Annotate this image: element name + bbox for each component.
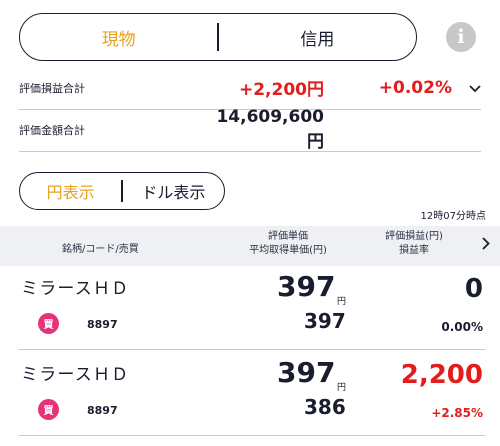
- header-price-line2: 平均取得単価(円): [249, 245, 327, 256]
- chevron-right-icon[interactable]: [482, 235, 490, 254]
- tab-dollar-display[interactable]: ドル表示: [141, 183, 206, 202]
- buy-badge: 買: [38, 313, 59, 334]
- profit-loss-rate: +2.85%: [431, 406, 483, 420]
- profit-loss-rate: 0.00%: [441, 320, 483, 334]
- currency-toggle: 円表示 ドル表示: [19, 172, 225, 210]
- chevron-down-icon[interactable]: [452, 78, 481, 97]
- market-total-value: 14,609,600円: [216, 107, 324, 152]
- table-row[interactable]: ミラースＨＤ 買 8897 397 円 397 0 0.00%: [19, 264, 485, 350]
- profit-loss: 0: [464, 274, 483, 304]
- pl-total-rate: +0.02%: [378, 77, 452, 98]
- issue-code: 8897: [87, 404, 118, 417]
- pl-total-value: +2,200円: [238, 80, 324, 100]
- info-icon[interactable]: i: [446, 22, 476, 52]
- header-price: 評価単価 平均取得単価(円): [238, 230, 338, 258]
- header-pl: 評価損益(円) 損益率: [374, 230, 454, 258]
- current-price: 397: [277, 356, 336, 389]
- account-type-segment: 現物 信用: [19, 13, 417, 61]
- issue-name: ミラースＨＤ: [21, 279, 130, 299]
- pl-total-row[interactable]: 評価損益合計 +2,200円 +0.02%: [19, 66, 481, 110]
- toggle-divider: [121, 180, 123, 202]
- avg-price: 386: [304, 395, 346, 419]
- market-total-label: 評価金額合計: [19, 123, 85, 137]
- timestamp: 12時07分時点: [420, 211, 486, 222]
- profit-loss: 2,200: [400, 360, 483, 390]
- header-issue: 銘柄/コード/売買: [62, 244, 139, 255]
- table-row[interactable]: ミラースＨＤ 買 8897 397 円 386 2,200 +2.85%: [19, 350, 485, 436]
- market-total-row: 評価金額合計 14,609,600円: [19, 107, 481, 152]
- table-header: 銘柄/コード/売買 評価単価 平均取得単価(円) 評価損益(円) 損益率: [0, 226, 500, 266]
- tab-yen-display[interactable]: 円表示: [46, 183, 95, 202]
- issue-name: ミラースＨＤ: [21, 365, 130, 385]
- header-price-line1: 評価単価: [268, 231, 308, 242]
- issue-code: 8897: [87, 318, 118, 331]
- header-pl-line1: 評価損益(円): [385, 231, 443, 242]
- segment-divider: [217, 23, 219, 51]
- tab-margin[interactable]: 信用: [300, 29, 335, 50]
- avg-price: 397: [304, 309, 346, 333]
- pl-total-label: 評価損益合計: [19, 81, 85, 95]
- buy-badge: 買: [38, 399, 59, 420]
- price-unit: 円: [337, 383, 347, 393]
- price-unit: 円: [337, 297, 347, 307]
- header-pl-line2: 損益率: [399, 245, 429, 256]
- tab-cash[interactable]: 現物: [101, 29, 136, 50]
- current-price: 397: [277, 270, 336, 303]
